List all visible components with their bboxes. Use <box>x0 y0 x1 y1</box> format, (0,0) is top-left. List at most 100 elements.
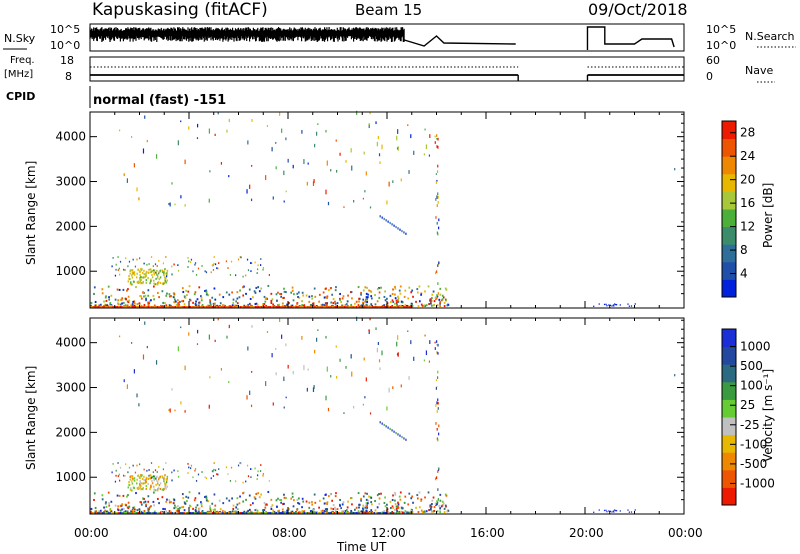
power-cell <box>392 305 395 308</box>
velocity-cell <box>214 508 216 511</box>
velocity-cell <box>416 494 419 497</box>
velocity-cell <box>208 511 211 514</box>
velocity-cell <box>226 511 229 514</box>
velocity-cell <box>253 496 256 499</box>
power-cell <box>630 305 633 307</box>
power-cell <box>347 294 349 297</box>
power-cell <box>381 216 383 219</box>
velocity-cell <box>446 510 449 513</box>
velocity-cell <box>198 507 201 510</box>
velocity-cell <box>388 387 390 393</box>
power-cell <box>168 293 171 296</box>
velocity-cell <box>93 498 95 501</box>
power-cell <box>127 301 130 304</box>
power-cell <box>346 305 349 308</box>
cpid-panel: CPID normal (fast) -151 <box>6 86 226 108</box>
velocity-cell <box>374 500 376 503</box>
velocity-cell <box>126 495 128 498</box>
velocity-cell <box>188 332 190 336</box>
velocity-cell <box>370 503 373 506</box>
velocity-cell <box>128 511 131 514</box>
power-cell <box>393 224 395 227</box>
power-cell <box>303 305 306 308</box>
power-cell <box>141 305 144 308</box>
power-cell <box>396 135 398 141</box>
power-cell <box>397 300 400 303</box>
velocity-cell <box>93 492 96 495</box>
power-cell <box>146 305 148 308</box>
velocity-cell <box>146 469 148 472</box>
velocity-cell <box>347 500 349 503</box>
velocity-cell <box>280 501 283 504</box>
velocity-cell <box>613 511 615 513</box>
power-cell <box>330 169 332 172</box>
power-cell <box>201 265 203 267</box>
velocity-cell <box>231 497 233 500</box>
power-cell <box>438 261 440 265</box>
velocity-cell <box>431 503 433 506</box>
velocity-cell <box>183 501 186 504</box>
velocity-cell <box>153 475 156 478</box>
velocity-cell <box>234 511 236 514</box>
colorbar-segment <box>722 329 736 348</box>
power-cell <box>128 299 131 302</box>
power-cell <box>435 270 438 274</box>
power-cell <box>131 305 134 308</box>
power-cell <box>286 305 288 308</box>
power-cell <box>140 269 142 272</box>
colorbar-tick-label: -25 <box>740 418 760 432</box>
velocity-cell <box>153 488 155 491</box>
velocity-cell <box>226 335 228 339</box>
power-cell <box>407 297 410 300</box>
velocity-cell <box>171 479 173 482</box>
velocity-cell <box>436 385 438 388</box>
power-cell <box>257 264 259 267</box>
power-cell <box>147 303 150 306</box>
power-cell <box>116 288 119 291</box>
power-cell <box>205 271 208 274</box>
power-cell <box>389 294 392 297</box>
power-cell <box>184 296 187 299</box>
velocity-cell <box>302 500 305 503</box>
power-cell <box>389 221 391 225</box>
power-cell <box>326 305 328 308</box>
velocity-cell <box>194 510 197 513</box>
power-cell <box>398 289 401 292</box>
velocity-cell <box>179 511 181 514</box>
power-cell <box>129 272 131 275</box>
velocity-cell <box>301 506 303 509</box>
power-cell <box>367 293 370 296</box>
power-cell <box>145 281 148 284</box>
power-cell <box>190 258 193 261</box>
velocity-cell <box>207 500 210 503</box>
velocity-cell <box>349 511 352 514</box>
velocity-cell <box>437 407 439 410</box>
power-cell <box>186 305 189 308</box>
power-cell <box>151 270 153 273</box>
velocity-cell <box>283 493 285 496</box>
power-cell <box>408 286 411 289</box>
velocity-cell <box>154 469 157 472</box>
power-cell <box>346 300 349 303</box>
power-cell <box>158 296 160 299</box>
power-cell <box>114 274 117 277</box>
power-cell <box>165 272 168 275</box>
velocity-cell <box>249 390 251 395</box>
power-cell <box>351 165 353 171</box>
velocity-cell <box>196 343 199 346</box>
power-cell <box>436 134 438 137</box>
power-cell <box>216 305 218 308</box>
velocity-cell <box>177 507 180 510</box>
velocity-cell <box>257 470 259 473</box>
velocity-cell <box>166 485 168 488</box>
colorbar-segment <box>722 209 736 228</box>
power-cell <box>329 287 332 290</box>
velocity-cell <box>133 369 135 374</box>
velocity-cell <box>232 511 235 514</box>
velocity-cell <box>410 497 413 500</box>
power-cell <box>272 196 274 200</box>
velocity-cell <box>331 510 334 513</box>
power-cell <box>183 295 186 298</box>
power-cell <box>156 275 159 278</box>
power-cell <box>428 302 430 306</box>
